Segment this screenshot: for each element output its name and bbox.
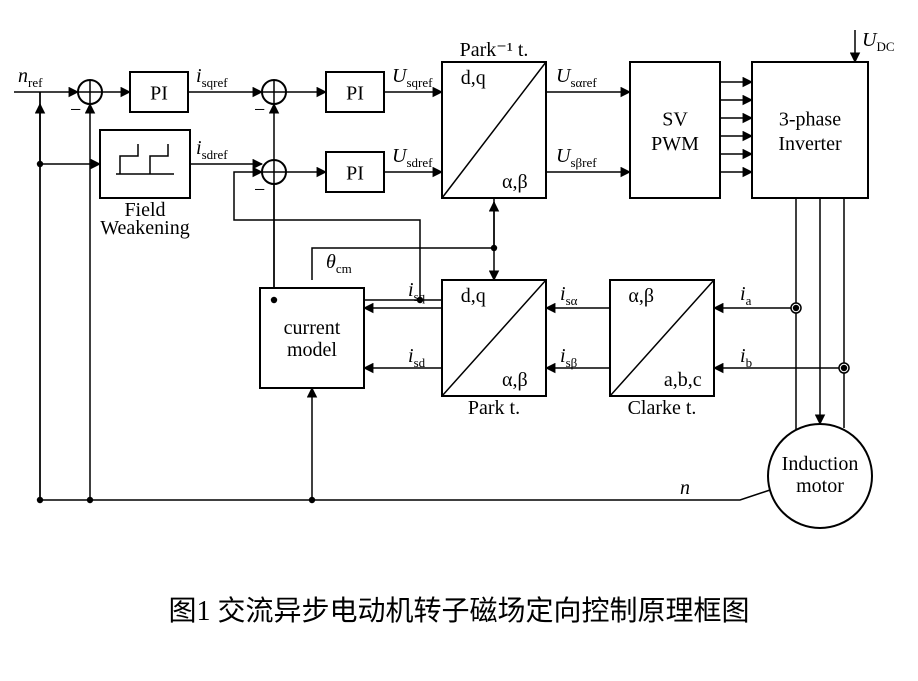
block-label: α,β <box>502 171 528 193</box>
signal-label: ia <box>740 283 752 308</box>
signal-label: Usdref <box>392 145 433 170</box>
signal-label: isα <box>560 283 578 308</box>
block-label: SV <box>662 109 688 131</box>
signal-label: n <box>680 477 690 499</box>
minus-sign: − <box>254 99 265 121</box>
signal-label: isqref <box>196 65 228 90</box>
block-label: motor <box>796 475 844 497</box>
block-label: 3-phase <box>779 109 841 131</box>
signal-label: Usqref <box>392 65 433 90</box>
block-title: Park⁻¹ t. <box>460 39 529 61</box>
junction-dot <box>309 497 315 503</box>
signal-label: Usβref <box>556 145 597 170</box>
block-label: model <box>287 339 337 361</box>
block-label: a,b,c <box>664 369 702 391</box>
minus-sign: − <box>254 179 265 201</box>
block-label: PWM <box>651 133 699 155</box>
junction-dot <box>793 305 799 311</box>
signal-label: nref <box>18 65 43 90</box>
field-weakening-block <box>100 130 190 198</box>
block-title: Park t. <box>468 397 520 419</box>
signal-label: Usαref <box>556 65 597 90</box>
junction-dot <box>271 297 277 303</box>
junction-dot <box>87 497 93 503</box>
junction-dot <box>37 161 43 167</box>
junction-dot <box>841 365 847 371</box>
block-title: Clarke t. <box>628 397 697 419</box>
signal-label: θcm <box>326 251 352 276</box>
block-label: Induction <box>782 453 859 475</box>
signal-label: UDC <box>862 29 895 54</box>
block-label: α,β <box>502 369 528 391</box>
signal-label: isq <box>408 279 426 304</box>
block-label: α,β <box>628 285 654 307</box>
signal-label: isdref <box>196 137 228 162</box>
signal-label: isd <box>408 345 426 370</box>
minus-sign: − <box>70 99 81 121</box>
junction-dot <box>37 497 43 503</box>
block-label: d,q <box>461 67 486 89</box>
block-label: current <box>284 317 341 339</box>
junction-dot <box>491 245 497 251</box>
wire <box>274 184 442 300</box>
block-label: PI <box>150 83 168 105</box>
signal-label: isβ <box>560 345 578 370</box>
block-label: PI <box>346 83 364 105</box>
block-label: Inverter <box>778 133 842 155</box>
block-label: d,q <box>461 285 486 307</box>
block-label: PI <box>346 163 364 185</box>
figure-caption: 图1 交流异步电动机转子磁场定向控制原理框图 <box>168 595 749 627</box>
block-title: Weakening <box>100 217 189 239</box>
signal-label: ib <box>740 345 752 370</box>
